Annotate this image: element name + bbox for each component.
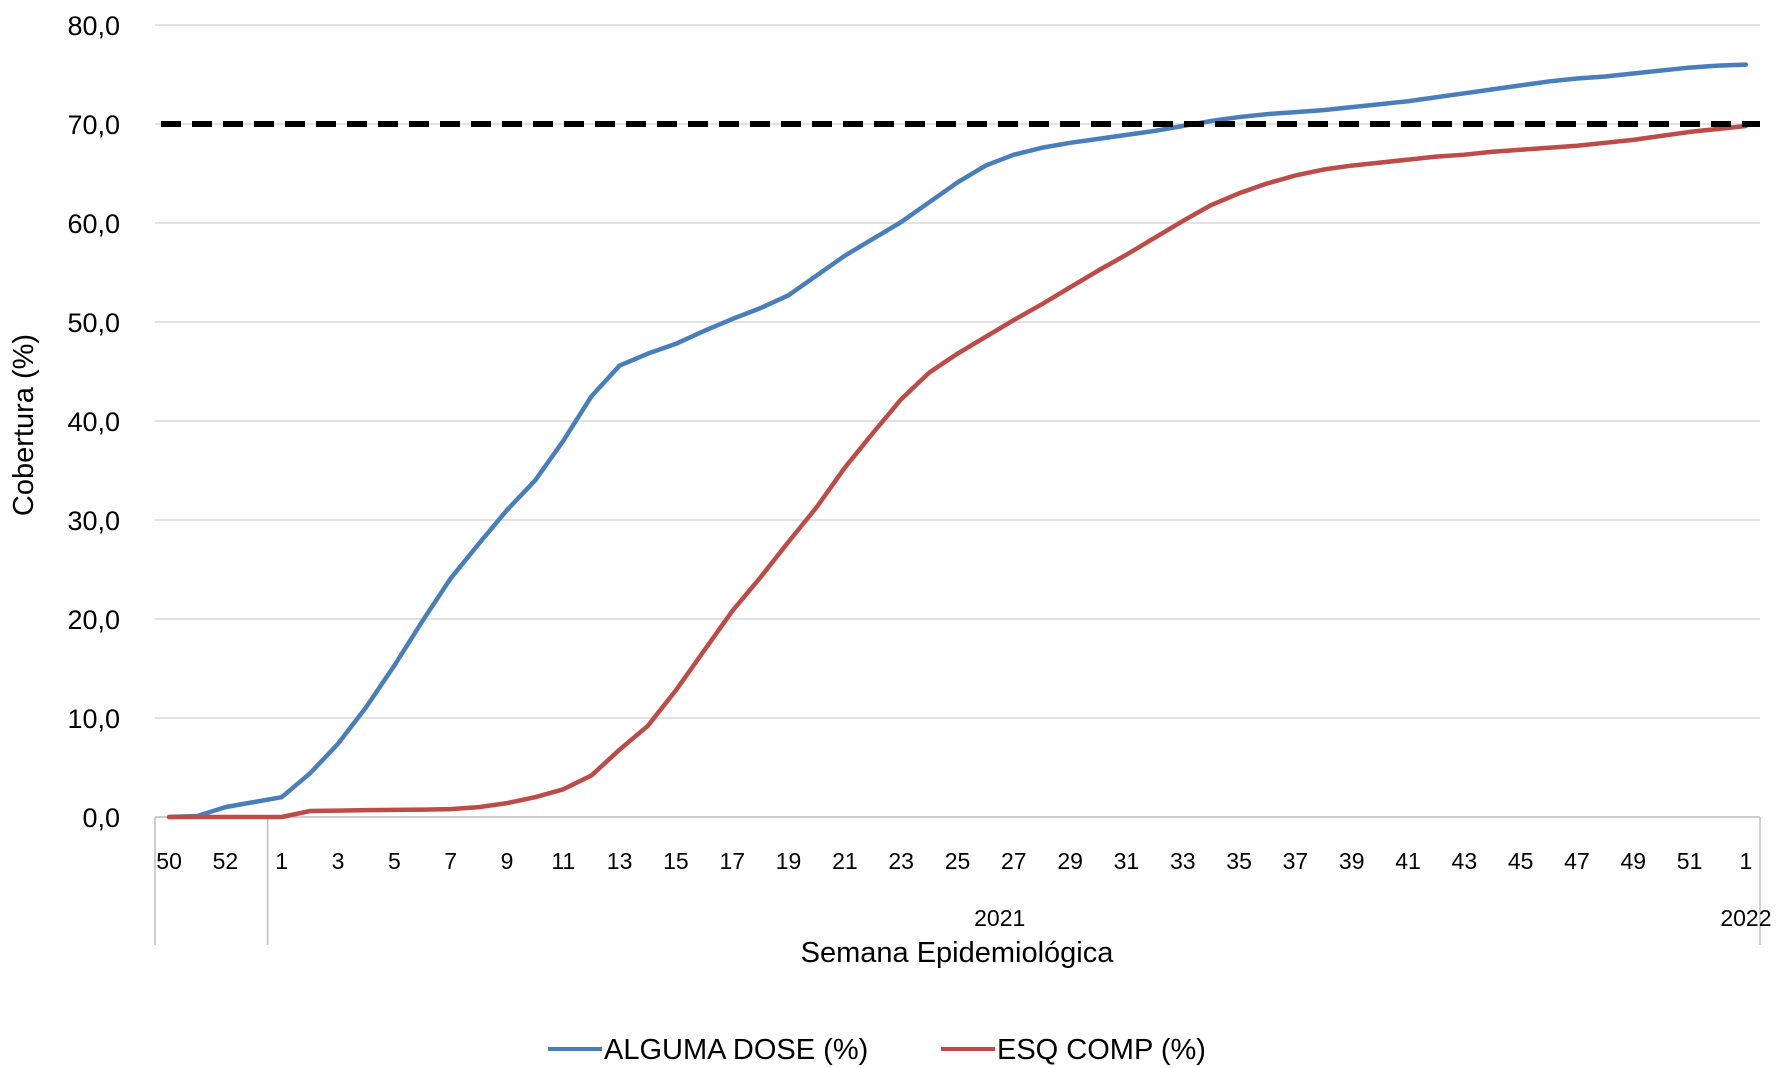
x-tick-label: 1: [1740, 848, 1753, 874]
x-tick-label: 25: [945, 848, 971, 874]
y-tick-label: 40,0: [67, 407, 120, 437]
x-tick-label: 3: [332, 848, 345, 874]
year-group-labels: 2021 2022: [974, 905, 1771, 931]
x-tick-label: 45: [1508, 848, 1534, 874]
legend-item-esq-comp: ESQ COMP (%): [941, 1034, 1206, 1066]
y-tick-label: 0,0: [82, 803, 120, 833]
series-lines: [166, 62, 1749, 820]
y-tick-label: 30,0: [67, 506, 120, 536]
x-tick-label: 1: [275, 848, 288, 874]
y-tick-label: 20,0: [67, 605, 120, 635]
x-tick-label: 31: [1114, 848, 1140, 874]
x-tick-label: 15: [663, 848, 689, 874]
x-tick-label: 11: [551, 848, 575, 874]
y-axis-title: Cobertura (%): [8, 334, 40, 516]
x-tick-label: 13: [607, 848, 633, 874]
legend-label-esq-comp: ESQ COMP (%): [997, 1034, 1206, 1066]
x-tick-label: 50: [156, 848, 182, 874]
y-tick-label: 10,0: [67, 704, 120, 734]
x-tick-label: 19: [776, 848, 802, 874]
x-tick-label: 5: [388, 848, 401, 874]
y-tick-label: 60,0: [67, 209, 120, 239]
x-tick-label: 39: [1339, 848, 1365, 874]
x-tick-label: 27: [1001, 848, 1027, 874]
x-axis-title: Semana Epidemiológica: [801, 937, 1115, 969]
y-tick-labels: 0,0 10,0 20,0 30,0 40,0 50,0 60,0 70,0 80,0: [67, 11, 120, 833]
legend-label-alguma-dose: ALGUMA DOSE (%): [604, 1034, 868, 1066]
x-tick-label: 7: [444, 848, 457, 874]
x-tick-label: 29: [1057, 848, 1083, 874]
y-tick-label: 70,0: [67, 110, 120, 140]
x-tick-label: 23: [888, 848, 914, 874]
x-tick-label: 47: [1564, 848, 1590, 874]
x-tick-label: 35: [1226, 848, 1252, 874]
x-tick-label: 52: [213, 848, 239, 874]
x-tick-label: 43: [1452, 848, 1478, 874]
y-tick-label: 50,0: [67, 308, 120, 338]
axes: [154, 816, 1761, 945]
y-tick-label: 80,0: [67, 11, 120, 41]
x-tick-label: 37: [1283, 848, 1309, 874]
legend-item-alguma-dose: ALGUMA DOSE (%): [548, 1034, 868, 1066]
legend: ALGUMA DOSE (%) ESQ COMP (%): [548, 1034, 1206, 1066]
year-label: 2022: [1720, 905, 1771, 931]
x-tick-label: 17: [719, 848, 745, 874]
gridlines: [155, 24, 1760, 719]
series-line-alguma-dose: [166, 62, 1749, 820]
x-tick-label: 49: [1620, 848, 1646, 874]
x-tick-label: 33: [1170, 848, 1196, 874]
x-tick-label: 51: [1677, 848, 1703, 874]
x-tick-label: 21: [832, 848, 858, 874]
x-tick-label: 41: [1395, 848, 1421, 874]
series-line-esq-comp: [166, 123, 1749, 820]
year-label: 2021: [974, 905, 1025, 931]
x-tick-labels: 50 52 1 3 5 7 9 11 13 15 17 19 21 23 25 27 29 31 33 35 37 39 4…: [156, 848, 1752, 874]
x-tick-label: 9: [501, 848, 514, 874]
